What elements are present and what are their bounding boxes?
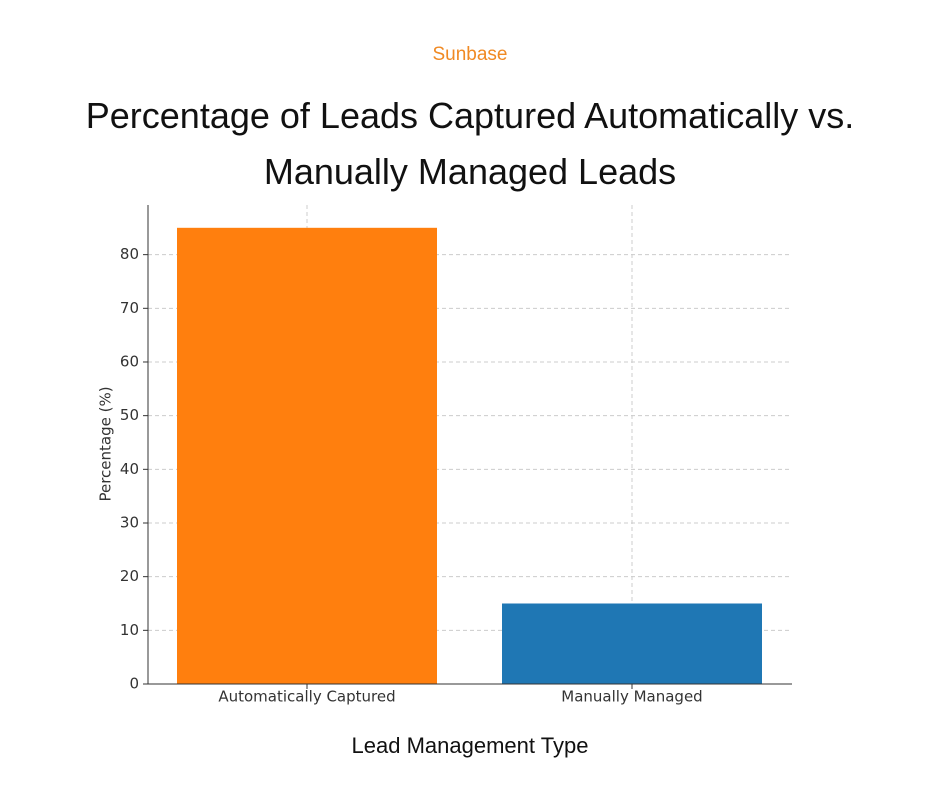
y-tick-label: 20 xyxy=(120,567,139,585)
chart-title: Percentage of Leads Captured Automatical… xyxy=(85,95,855,192)
y-axis-label: Percentage (%) xyxy=(97,386,115,501)
y-tick-label: 50 xyxy=(120,406,139,424)
y-tick-label: 10 xyxy=(120,621,139,639)
bar xyxy=(177,227,437,685)
y-tick-label: 30 xyxy=(120,513,139,531)
y-tick-label: 70 xyxy=(120,299,139,317)
logo: Sunbase xyxy=(432,44,508,65)
x-axis-label: Lead Management Type xyxy=(352,733,589,758)
x-tick-label: Manually Managed xyxy=(561,688,702,706)
y-tick-label: 80 xyxy=(120,245,139,263)
y-tick-label: 0 xyxy=(129,675,139,693)
x-tick-label: Automatically Captured xyxy=(218,688,395,706)
y-tick-label: 40 xyxy=(120,460,139,478)
bar xyxy=(502,603,762,684)
y-tick-label: 60 xyxy=(120,352,139,370)
